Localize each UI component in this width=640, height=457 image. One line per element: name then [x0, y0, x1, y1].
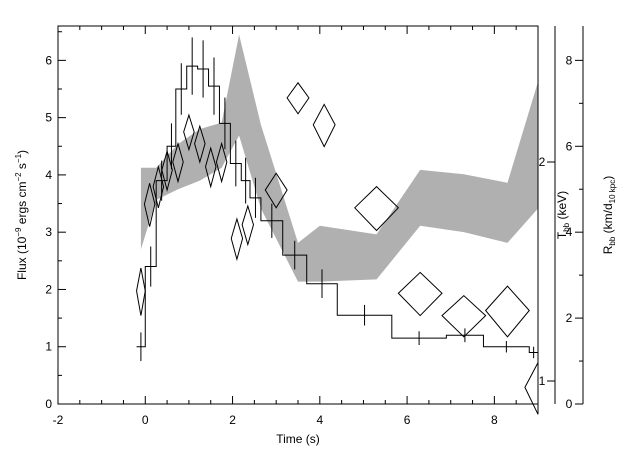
- temperature-axis-title: Tbb (keV): [555, 191, 571, 239]
- radius-tick-label: 6: [566, 139, 573, 153]
- x-tick-label: 2: [229, 413, 236, 427]
- flux-tick-label: 1: [45, 340, 52, 354]
- radius-tick-label: 4: [566, 225, 573, 239]
- flux-histogram: [136, 37, 538, 362]
- radius-band: [140, 34, 538, 282]
- x-axis-title: Time (s): [276, 432, 320, 446]
- temperature-diamond: [204, 146, 217, 189]
- flux-tick-label: 6: [45, 53, 52, 67]
- temperature-points: [136, 81, 539, 415]
- temperature-diamond: [161, 149, 173, 193]
- radius-band-area: [140, 34, 538, 282]
- temperature-diamond: [312, 103, 336, 148]
- x-tick-label: 6: [404, 413, 411, 427]
- x-tick-label: -2: [53, 413, 64, 427]
- temperature-diamond: [286, 81, 310, 115]
- flux-tick-label: 2: [45, 282, 52, 296]
- temperature-diamond: [230, 217, 244, 262]
- flux-tick-label: 4: [45, 168, 52, 182]
- temperature-diamond: [241, 204, 255, 247]
- temperature-diamond: [172, 141, 184, 184]
- flux-tick-label: 5: [45, 111, 52, 125]
- flux-tick-label: 3: [45, 225, 52, 239]
- temperature-diamond: [264, 172, 288, 209]
- temperature-diamond: [441, 295, 487, 338]
- x-tick-label: 0: [142, 413, 149, 427]
- temperature-diamond: [143, 183, 156, 227]
- temperature-diamond: [152, 164, 165, 208]
- temperature-diamond: [484, 285, 530, 338]
- radius-tick-label: 0: [566, 397, 573, 411]
- flux-tick-label: 0: [45, 397, 52, 411]
- temperature-diamond: [215, 141, 228, 184]
- temperature-tick-label: 2: [539, 155, 546, 169]
- temperature-diamond: [183, 113, 195, 152]
- temperature-diamond: [397, 271, 443, 317]
- radius-tick-label: 2: [566, 311, 573, 325]
- temperature-tick-label: 1: [539, 374, 546, 388]
- temperature-diamond: [354, 185, 400, 232]
- x-tick-label: 8: [491, 413, 498, 427]
- x-tick-label: 4: [316, 413, 323, 427]
- temperature-diamond: [194, 124, 206, 164]
- radius-tick-label: 8: [566, 53, 573, 67]
- temperature-diamond: [136, 267, 146, 316]
- left-axis-title: Flux (10−9 ergs cm−2 s−1): [14, 150, 29, 280]
